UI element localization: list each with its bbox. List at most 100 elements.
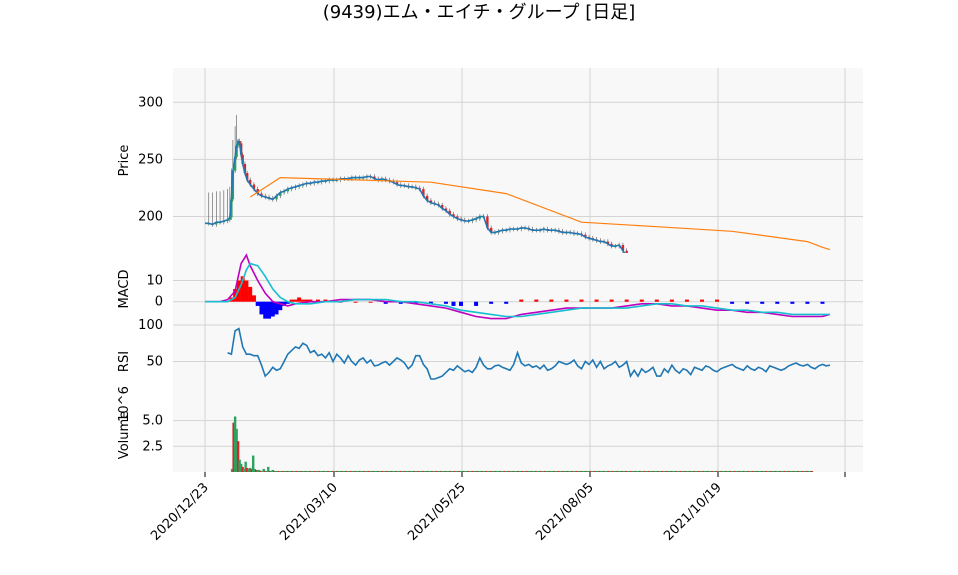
- volume-bar: [782, 470, 785, 472]
- volume-bar: [309, 470, 312, 472]
- volume-bar: [700, 470, 704, 472]
- volume-bar: [369, 470, 372, 472]
- unit-exponent: 10^6: [117, 386, 132, 422]
- volume-bar: [661, 470, 665, 472]
- volume-bar: [393, 470, 396, 472]
- volume-bar: [273, 470, 276, 472]
- volume-bar: [327, 470, 330, 472]
- volume-bar: [242, 468, 246, 472]
- xtick-label-0: 2020/12/23: [148, 480, 212, 544]
- volume-bar: [279, 470, 282, 472]
- candle-body: [286, 189, 290, 192]
- volume-bar: [681, 470, 684, 472]
- volume-bar: [765, 470, 768, 472]
- volume-bar: [773, 470, 776, 472]
- hist-bar: [549, 299, 554, 302]
- volume-bar: [791, 470, 794, 472]
- volume-bar: [803, 470, 806, 472]
- volume-bar: [529, 470, 532, 472]
- hist-bar: [654, 299, 659, 302]
- volume-bar: [630, 470, 633, 472]
- volume-bar: [559, 470, 562, 472]
- volume-bar: [753, 470, 756, 472]
- volume-bar: [325, 470, 329, 472]
- volume-bar: [580, 470, 583, 472]
- volume-bar: [806, 470, 809, 472]
- volume-bar: [336, 470, 339, 472]
- volume-bar: [595, 470, 598, 472]
- volume-bar: [625, 470, 628, 472]
- volume-bar: [670, 470, 674, 472]
- volume-bar: [261, 470, 264, 472]
- volume-bar: [251, 455, 255, 472]
- volume-bar: [241, 466, 244, 472]
- volume-bar: [675, 470, 678, 472]
- volume-bar: [434, 470, 437, 472]
- volume-bar: [255, 469, 258, 472]
- volume-bar: [613, 470, 616, 472]
- volume-bar: [416, 470, 419, 472]
- ylabel-price: Price: [117, 145, 132, 177]
- candle-body: [444, 208, 448, 211]
- volume-bar: [780, 470, 784, 472]
- volume-bar: [464, 470, 467, 472]
- hist-bar: [609, 299, 614, 302]
- volume-bar: [717, 470, 720, 472]
- hist-bar: [805, 301, 810, 304]
- candle-body: [243, 163, 247, 174]
- volume-bar: [794, 470, 797, 472]
- volume-bar: [423, 470, 427, 472]
- hist-bar: [274, 301, 279, 315]
- ytick-volume-1: 5.0: [142, 414, 163, 429]
- series-line-macd: [205, 253, 831, 320]
- volume-bar: [461, 470, 464, 472]
- volume-bar: [233, 416, 237, 472]
- volume-bar: [637, 470, 640, 472]
- hist-bar: [353, 301, 358, 303]
- volume-bar: [342, 470, 345, 472]
- volume-bar: [636, 470, 639, 472]
- volume-bar: [453, 470, 457, 472]
- chart-title: (9439)エム・エイチ・グループ [日足]: [323, 2, 636, 23]
- ytick-price-0: 200: [138, 209, 163, 224]
- volume-bar: [271, 469, 274, 472]
- volume-bar: [655, 470, 659, 472]
- volume-bar: [679, 470, 683, 472]
- volume-bar: [455, 470, 458, 472]
- volume-bar: [669, 470, 672, 472]
- volume-bar: [497, 470, 500, 472]
- volume-bar: [450, 470, 454, 472]
- volume-bar: [797, 470, 800, 472]
- volume-bar: [348, 470, 351, 472]
- volume-bar: [741, 470, 744, 472]
- panels: 200 250 300 Price 0 10 MACD 50 100 RSI 2.5 5.0 Volum…: [117, 68, 863, 472]
- volume-bar: [366, 470, 369, 472]
- volume-bar: [486, 470, 490, 472]
- volume-bar: [291, 470, 294, 472]
- volume-bar: [584, 470, 588, 472]
- volume-bar: [270, 470, 273, 472]
- volume-bar: [800, 470, 803, 472]
- volume-bar: [444, 470, 448, 472]
- volume-bar: [303, 470, 306, 472]
- hist-bar: [474, 301, 479, 306]
- volume-bar: [792, 470, 796, 472]
- volume-bar: [376, 470, 380, 472]
- volume-bar: [435, 470, 439, 472]
- volume-bar: [343, 470, 347, 472]
- volume-bar: [396, 470, 399, 472]
- volume-bar: [557, 470, 561, 472]
- volume-bar: [375, 470, 378, 472]
- volume-bar: [608, 470, 612, 472]
- volume-bar: [786, 470, 790, 472]
- volume-bar: [726, 470, 729, 472]
- volume-bar: [577, 470, 580, 472]
- volume-bar: [759, 470, 762, 472]
- volume-bar: [735, 470, 738, 472]
- volume-bar: [589, 470, 592, 472]
- volume-bar: [333, 470, 336, 472]
- volume-bar: [798, 470, 802, 472]
- volume-bar: [551, 470, 555, 472]
- volume-bar: [321, 470, 324, 472]
- volume-bar: [648, 470, 651, 472]
